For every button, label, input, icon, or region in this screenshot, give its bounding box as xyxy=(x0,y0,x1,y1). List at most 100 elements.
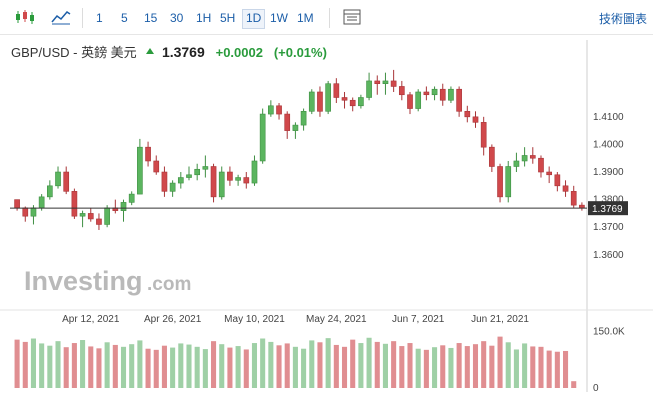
candle-down xyxy=(14,199,20,209)
volume-bar xyxy=(202,349,208,388)
volume-bar xyxy=(227,347,233,388)
volume-bar xyxy=(522,343,528,388)
candlestick-icon[interactable] xyxy=(15,9,35,25)
y-tick-label: 1.3700 xyxy=(593,222,624,233)
volume-bar xyxy=(505,342,511,388)
volume-bar xyxy=(415,348,421,388)
timeframe-5h[interactable]: 5H xyxy=(220,11,236,25)
candle-down xyxy=(341,97,348,101)
candle-down xyxy=(472,116,479,123)
candle-down xyxy=(210,166,217,198)
last-price: 1.3769 xyxy=(161,44,205,60)
x-tick-label: Jun 7, 2021 xyxy=(392,314,445,325)
volume-tick-label: 150.0K xyxy=(593,326,625,337)
tech-chart-link[interactable]: 技術圖表 xyxy=(598,12,647,26)
table-icon[interactable] xyxy=(343,9,361,25)
candle-down xyxy=(333,83,340,98)
instrument-name: GBP/USD - 英鎊 美元 xyxy=(11,45,137,60)
current-price-label-bg xyxy=(588,201,628,216)
y-tick-label: 1.3800 xyxy=(593,195,624,206)
volume-bar xyxy=(153,349,159,388)
area-chart-icon[interactable] xyxy=(51,9,71,25)
volume-bar xyxy=(366,337,372,388)
volume-bar xyxy=(382,343,388,388)
candle-down xyxy=(480,122,487,148)
svg-text:.com: .com xyxy=(147,274,191,295)
up-arrow-icon xyxy=(146,48,155,54)
volume-bar xyxy=(538,346,544,388)
volume-bar xyxy=(276,345,282,388)
candle-up xyxy=(292,124,299,131)
volume-bar xyxy=(530,346,536,388)
candle-down xyxy=(22,207,29,217)
svg-text:Investing: Investing xyxy=(24,266,143,296)
volume-bar xyxy=(194,346,200,388)
volume-bar xyxy=(39,343,45,388)
candle-up xyxy=(431,88,438,96)
chart-toolbar: 1 5 15 30 1H 5H 1D 1W 1M 技術圖表 xyxy=(0,0,653,35)
candle-up xyxy=(177,177,184,184)
volume-bar xyxy=(448,347,454,388)
candle-up xyxy=(268,105,274,115)
volume-bar xyxy=(96,348,102,388)
candle-up xyxy=(79,213,86,217)
candle-up xyxy=(366,80,372,98)
timeframe-15[interactable]: 15 xyxy=(144,11,158,25)
candle-up xyxy=(308,91,315,112)
volume-bar xyxy=(472,344,479,388)
candle-down xyxy=(349,99,356,107)
volume-bar xyxy=(562,350,569,388)
volume-bar xyxy=(333,344,339,388)
timeframe-30[interactable]: 30 xyxy=(170,11,184,25)
candle-down xyxy=(562,185,569,192)
candle-up xyxy=(55,171,61,187)
timeframe-5[interactable]: 5 xyxy=(121,11,128,25)
candle-up xyxy=(194,168,201,176)
volume-bar xyxy=(129,344,135,388)
volume-bar xyxy=(170,347,176,388)
volume-bar xyxy=(284,343,290,388)
candle-up xyxy=(521,155,528,162)
candle-down xyxy=(71,191,78,217)
volume-bar xyxy=(464,346,470,388)
y-tick-label: 1.3600 xyxy=(593,250,624,261)
volume-bar xyxy=(292,346,298,388)
candle-up xyxy=(235,177,241,181)
volume-tick-label: 0 xyxy=(593,383,599,394)
volume-bar xyxy=(71,343,77,388)
timeframe-1d[interactable]: 1D xyxy=(242,9,266,29)
volume-bar xyxy=(178,343,184,388)
candle-up xyxy=(513,160,520,167)
timeframe-1w[interactable]: 1W xyxy=(270,11,288,25)
candle-down xyxy=(243,177,250,184)
volume-bar xyxy=(546,350,552,388)
volume-bar xyxy=(268,341,274,388)
candle-up xyxy=(202,166,209,170)
volume-bar xyxy=(211,341,217,388)
volume-bar xyxy=(22,341,28,388)
timeframe-1[interactable]: 1 xyxy=(96,11,103,25)
volume-bar xyxy=(481,341,487,388)
volume-bar xyxy=(571,381,577,388)
candle-down xyxy=(153,160,160,173)
volume-bar xyxy=(440,345,446,388)
volume-bar xyxy=(432,347,438,388)
volume-bar xyxy=(399,346,405,388)
candle-down xyxy=(398,86,405,96)
volume-bar xyxy=(407,343,413,388)
y-tick-label: 1.4000 xyxy=(593,139,624,150)
candle-down xyxy=(145,146,151,162)
candle-down xyxy=(439,88,446,101)
candle-up xyxy=(104,207,110,225)
timeframe-1m[interactable]: 1M xyxy=(297,11,314,25)
volume-bar xyxy=(104,342,110,388)
candle-down xyxy=(570,191,577,206)
timeframe-1h[interactable]: 1H xyxy=(196,11,212,25)
candle-down xyxy=(489,146,495,167)
candle-up xyxy=(120,202,127,211)
candle-down xyxy=(456,88,462,112)
volume-bar xyxy=(88,346,94,388)
volume-bar xyxy=(186,344,192,388)
candle-down xyxy=(390,80,397,87)
